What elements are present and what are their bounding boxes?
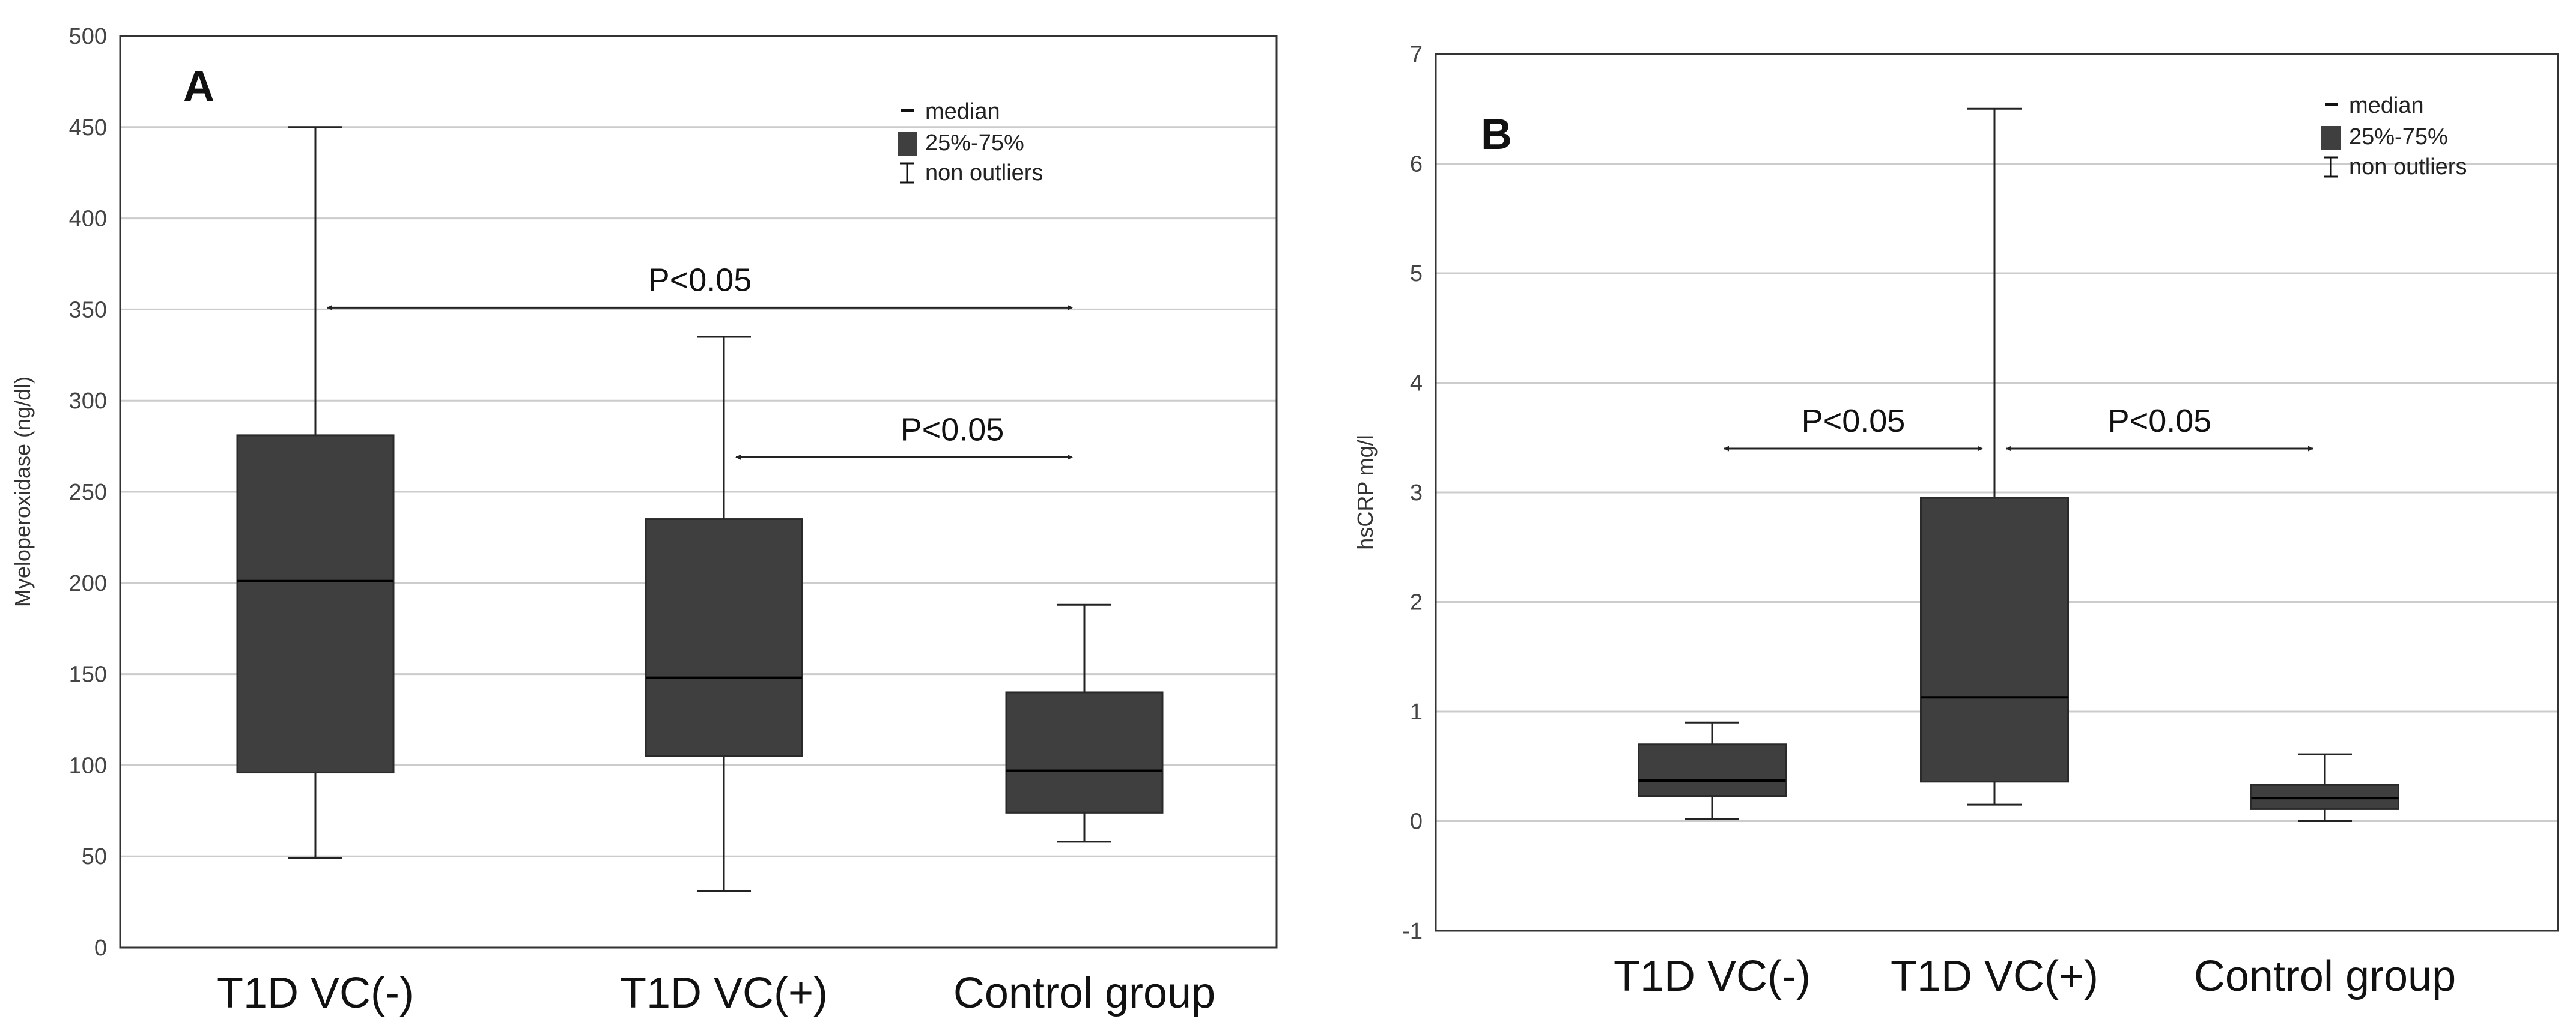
y-tick-label: 50	[82, 844, 107, 869]
p-value-label: P<0.05	[648, 262, 752, 298]
y-tick-label: 500	[69, 24, 107, 49]
y-tick-label: 4	[1410, 371, 1423, 396]
legend-iqr-swatch	[898, 132, 917, 156]
category-label: T1D VC(-)	[1614, 952, 1811, 1000]
y-tick-label: 6	[1410, 152, 1423, 177]
y-tick-label: 0	[94, 936, 107, 961]
legend-iqr-swatch	[2321, 126, 2341, 150]
y-tick-label: 300	[69, 389, 107, 414]
y-tick-label: -1	[1402, 919, 1423, 944]
p-value-label: P<0.05	[2108, 403, 2212, 439]
y-tick-label: 400	[69, 207, 107, 232]
y-tick-label: 100	[69, 753, 107, 778]
legend-range-label: non outliers	[925, 160, 1043, 186]
iqr-box	[236, 434, 395, 774]
panel-letter: B	[1481, 110, 1512, 159]
category-label: T1D VC(+)	[620, 969, 828, 1017]
iqr-box	[645, 518, 803, 757]
iqr-box	[1638, 743, 1787, 797]
y-tick-label: 350	[69, 297, 107, 322]
y-tick-label: 2	[1410, 590, 1423, 615]
y-tick-label: 250	[69, 480, 107, 505]
y-axis-title: hsCRP mg/l	[1353, 435, 1378, 549]
panel-a-myeloperoxidase-chart: 0 50 100 150 200 250 300 350 400 450 500 Myeloperox…	[10, 24, 1278, 1017]
legend-iqr-label: 25%-75%	[925, 130, 1024, 156]
legend-median-label: median	[2349, 93, 2424, 118]
category-label: Control group	[2194, 952, 2456, 1000]
y-tick-label: 3	[1410, 480, 1423, 506]
legend-median-label: median	[925, 99, 1000, 124]
y-tick-label: 450	[69, 115, 107, 141]
category-label: T1D VC(-)	[217, 969, 414, 1017]
p-value-label: P<0.05	[1802, 403, 1906, 439]
y-axis-title: Myeloperoxidase (ng/dl)	[10, 376, 35, 607]
category-label: T1D VC(+)	[1891, 952, 2098, 1000]
y-tick-label: 5	[1410, 261, 1423, 286]
plot-frame	[1435, 53, 2559, 932]
y-tick-label: 1	[1410, 700, 1423, 725]
legend-iqr-label: 25%-75%	[2349, 124, 2448, 150]
y-tick-label: 7	[1410, 42, 1423, 67]
y-tick-label: 150	[69, 662, 107, 688]
y-tick-label: 200	[69, 571, 107, 596]
panel-b-hscrp-chart: -1 0 1 2 3 4 5 6 7 hsCRP mg/l B T1D VC(-) T1D VC(+) C…	[1353, 42, 2559, 1000]
plot-frame	[119, 35, 1278, 949]
y-tick-label: 0	[1410, 809, 1423, 835]
panel-letter: A	[183, 62, 214, 110]
iqr-box	[1005, 691, 1164, 814]
iqr-box	[1920, 497, 2069, 783]
legend-range-label: non outliers	[2349, 154, 2467, 180]
category-label: Control group	[953, 969, 1215, 1017]
p-value-label: P<0.05	[901, 411, 1004, 447]
